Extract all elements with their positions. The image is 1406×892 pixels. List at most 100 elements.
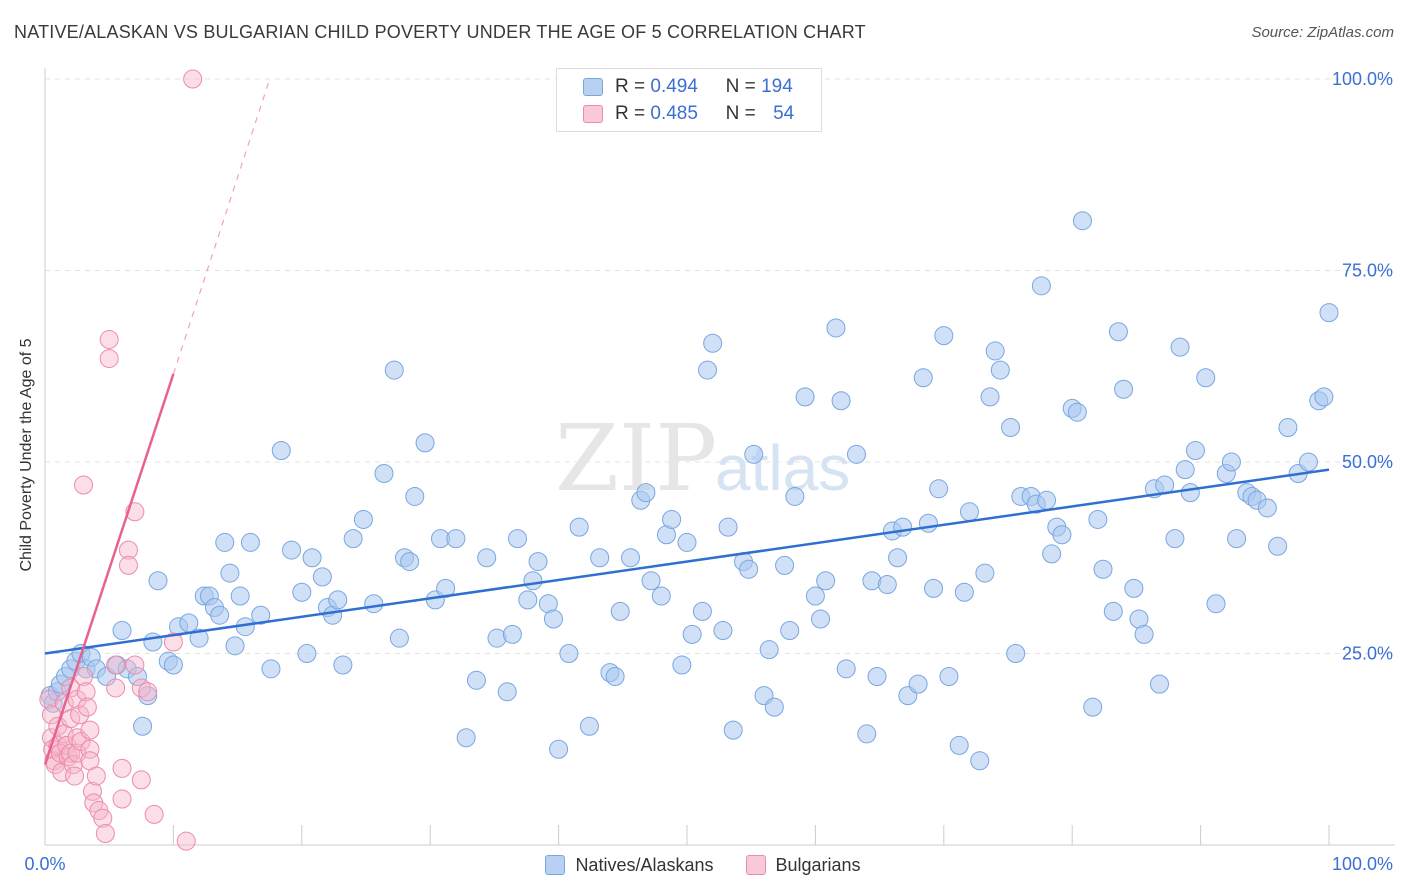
legend-n-value: 54 (773, 103, 795, 124)
point-natives (1206, 594, 1226, 614)
legend-swatch-pink (745, 855, 766, 875)
legend-n-value: 194 (761, 76, 793, 97)
legend-swatch-blue (545, 855, 566, 875)
point-natives (446, 529, 466, 549)
point-natives (333, 655, 353, 675)
point-natives (934, 326, 954, 346)
point-natives (225, 636, 245, 656)
point-natives (672, 655, 692, 675)
point-natives (939, 666, 959, 686)
point-natives (297, 644, 317, 663)
point-natives (415, 433, 435, 453)
point-natives (364, 594, 384, 614)
point-bulgarians (183, 69, 203, 89)
point-bulgarians (99, 329, 119, 349)
point-bulgarians (106, 678, 126, 698)
point-natives (456, 728, 476, 748)
grid-lines (45, 78, 1395, 654)
point-natives (549, 739, 569, 759)
y-tick-label: 75.0% (1342, 261, 1393, 281)
point-natives (189, 628, 209, 648)
point-natives (215, 532, 235, 552)
point-bulgarians (118, 540, 138, 560)
point-natives (502, 624, 522, 644)
watermark-atlas: atlas (715, 432, 850, 504)
point-natives (1314, 387, 1334, 407)
point-bulgarians (93, 808, 113, 828)
tick-labels: 25.0% 50.0% 75.0% 100.0% 0.0% 100.0% (24, 69, 1393, 874)
point-natives (826, 318, 846, 338)
point-natives (1165, 529, 1185, 549)
y-tick-label: 100.0% (1332, 69, 1393, 89)
point-natives (759, 640, 779, 660)
point-bulgarians (118, 555, 138, 575)
legend-item-natives: Natives/Alaskans (545, 855, 714, 876)
watermark: ZIP atlas (555, 405, 850, 512)
point-natives (703, 333, 723, 353)
y-axis-label: Child Poverty Under the Age of 5 (18, 338, 35, 572)
point-natives (846, 444, 866, 464)
point-natives (179, 613, 199, 633)
point-natives (343, 529, 363, 549)
point-natives (1031, 276, 1051, 296)
point-natives (1114, 379, 1134, 399)
point-natives (651, 586, 671, 606)
point-natives (780, 621, 800, 641)
point-bulgarians (95, 824, 115, 844)
point-natives (1006, 644, 1026, 663)
point-natives (230, 586, 250, 606)
point-bulgarians (144, 804, 164, 824)
point-bulgarians (80, 720, 100, 740)
legend-label-bulgarians: Bulgarians (775, 854, 861, 875)
point-natives (271, 441, 291, 461)
point-natives (1072, 211, 1092, 231)
point-natives (282, 540, 302, 560)
point-bulgarians (76, 682, 96, 702)
point-natives (1221, 452, 1241, 472)
point-natives (775, 555, 795, 575)
point-natives (1093, 559, 1113, 579)
point-natives (1088, 509, 1108, 529)
point-natives (744, 444, 764, 464)
point-natives (302, 548, 322, 568)
legend-n-label: N = (725, 103, 756, 124)
point-natives (641, 571, 661, 591)
point-natives (954, 582, 974, 602)
point-natives (466, 670, 486, 690)
point-bulgarians (106, 655, 126, 675)
point-natives (1083, 697, 1103, 717)
point-natives (713, 621, 733, 641)
trend-bulgarians (43, 373, 175, 765)
point-natives (816, 571, 836, 591)
point-bulgarians (112, 789, 132, 809)
point-natives (143, 632, 163, 652)
axes (44, 68, 1395, 846)
point-natives (1103, 601, 1123, 621)
point-natives (1257, 498, 1277, 518)
point-natives (112, 621, 132, 641)
legend-n-label: N = (725, 76, 756, 97)
point-bulgarians (176, 831, 196, 851)
point-natives (1134, 624, 1154, 644)
point-natives (528, 552, 548, 572)
point-natives (805, 586, 825, 606)
point-natives (389, 628, 409, 648)
point-natives (867, 666, 887, 686)
point-bulgarians (125, 655, 145, 675)
y-tick-label: 50.0% (1342, 452, 1393, 472)
point-bulgarians (80, 739, 100, 759)
point-natives (1170, 337, 1190, 357)
point-natives (518, 590, 538, 610)
point-natives (662, 509, 682, 529)
point-natives (477, 548, 497, 568)
point-natives (148, 571, 168, 591)
point-natives (292, 582, 312, 602)
point-natives (677, 532, 697, 552)
point-natives (405, 486, 425, 506)
point-natives (785, 486, 805, 506)
trend-lines (43, 78, 1330, 765)
point-bulgarians (131, 770, 151, 790)
point-natives (990, 360, 1010, 380)
point-bulgarians (138, 682, 158, 702)
point-bulgarians (39, 689, 59, 709)
